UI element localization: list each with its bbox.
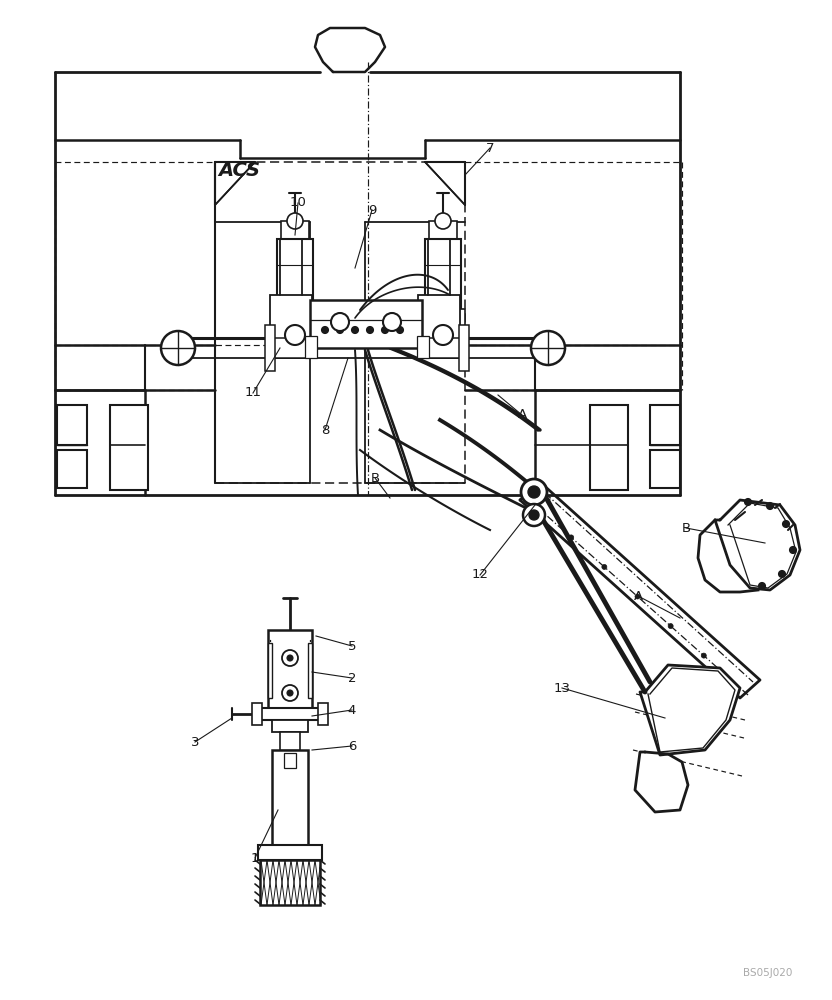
Bar (590, 405, 628, 490)
Circle shape (701, 653, 706, 658)
Bar (284, 753, 296, 768)
Bar (268, 630, 312, 708)
Bar (110, 405, 148, 490)
Bar (422, 338, 462, 358)
Bar (318, 703, 328, 725)
Text: ACS: ACS (218, 160, 260, 180)
Text: B: B (681, 522, 691, 534)
Text: 1: 1 (250, 852, 260, 864)
Circle shape (766, 502, 774, 510)
Bar (421, 309, 465, 327)
Circle shape (528, 486, 540, 498)
Polygon shape (635, 752, 688, 812)
Circle shape (351, 326, 359, 334)
Circle shape (759, 582, 765, 589)
Bar (57, 405, 87, 445)
Circle shape (790, 546, 796, 554)
Bar (265, 325, 275, 371)
Bar (272, 720, 308, 732)
Text: 8: 8 (321, 424, 329, 436)
Circle shape (382, 326, 389, 334)
Circle shape (287, 213, 303, 229)
Bar (257, 708, 323, 720)
Polygon shape (715, 500, 800, 590)
Circle shape (383, 313, 401, 331)
Text: 11: 11 (245, 386, 261, 399)
Text: A: A (518, 408, 527, 422)
Text: 6: 6 (348, 740, 356, 752)
Circle shape (287, 655, 293, 661)
Circle shape (569, 535, 574, 540)
Bar (310, 300, 422, 348)
Text: B: B (370, 472, 379, 485)
Bar (418, 295, 460, 358)
Circle shape (602, 564, 607, 569)
Text: 12: 12 (472, 568, 488, 582)
Polygon shape (520, 482, 760, 698)
Circle shape (282, 685, 298, 701)
Text: 2: 2 (348, 672, 356, 684)
Text: 9: 9 (368, 204, 376, 217)
Circle shape (433, 325, 453, 345)
Circle shape (397, 326, 404, 334)
Bar (57, 450, 87, 488)
Circle shape (331, 313, 349, 331)
Bar (425, 239, 461, 311)
Text: BS05J020: BS05J020 (743, 968, 792, 978)
Bar (268, 643, 272, 698)
Circle shape (336, 326, 344, 334)
Bar (272, 750, 308, 845)
Bar (273, 309, 317, 327)
Bar (417, 336, 429, 358)
Bar (305, 336, 317, 358)
Circle shape (285, 325, 305, 345)
Bar (308, 643, 312, 698)
Circle shape (529, 510, 539, 520)
Text: 5: 5 (348, 640, 356, 652)
Circle shape (783, 520, 790, 528)
Circle shape (521, 479, 547, 505)
Bar (277, 239, 313, 311)
Circle shape (523, 504, 545, 526)
Bar (650, 405, 680, 445)
Bar (260, 860, 320, 905)
Text: 4: 4 (348, 704, 356, 716)
Polygon shape (425, 162, 465, 205)
Text: A: A (633, 589, 642, 602)
Circle shape (321, 326, 329, 334)
Bar (650, 450, 680, 488)
Bar (252, 703, 262, 725)
Circle shape (745, 498, 751, 506)
Text: 10: 10 (290, 196, 306, 210)
Text: 7: 7 (486, 141, 494, 154)
Circle shape (668, 624, 673, 629)
Bar (459, 325, 469, 371)
Bar (281, 221, 309, 241)
Bar (270, 295, 312, 358)
Circle shape (531, 331, 565, 365)
Bar (429, 221, 457, 241)
Bar (258, 845, 322, 860)
Circle shape (161, 331, 195, 365)
Bar (280, 732, 300, 750)
Bar (272, 338, 312, 358)
Text: 13: 13 (553, 682, 571, 694)
Circle shape (367, 326, 374, 334)
Polygon shape (215, 162, 255, 205)
Circle shape (282, 650, 298, 666)
Polygon shape (640, 665, 740, 755)
Circle shape (779, 570, 785, 578)
Circle shape (287, 690, 293, 696)
Circle shape (635, 594, 640, 599)
Circle shape (435, 213, 451, 229)
Text: 3: 3 (191, 736, 199, 748)
